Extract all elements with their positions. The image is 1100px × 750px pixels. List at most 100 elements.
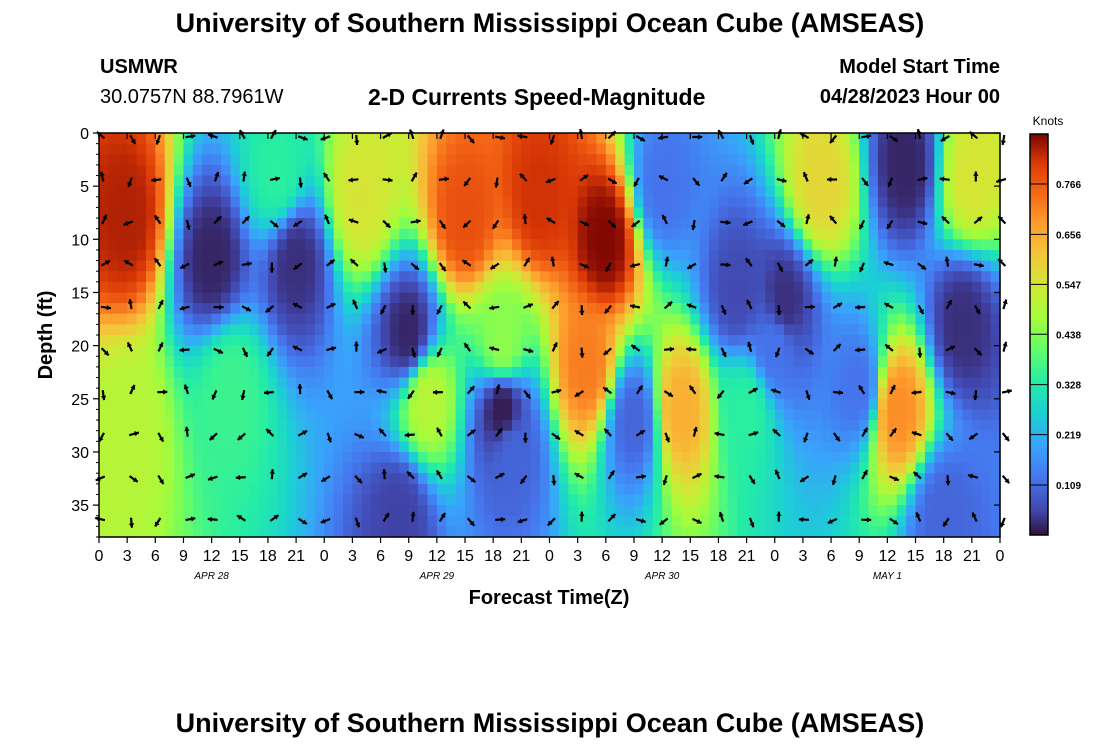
current-arrow [517, 518, 528, 524]
heat-cell [784, 133, 795, 145]
heat-cell [502, 281, 513, 294]
current-arrow [269, 262, 275, 273]
heat-cell [755, 526, 766, 538]
heat-cell [211, 388, 222, 400]
current-arrow [635, 135, 646, 142]
x-tick-label: 12 [203, 548, 221, 565]
current-arrow [491, 219, 500, 230]
heat-cell [305, 515, 316, 527]
heat-cell [568, 196, 579, 209]
heat-cell [633, 228, 644, 240]
heat-cell [971, 186, 982, 198]
heat-cell [277, 515, 288, 527]
heat-cell [755, 398, 766, 411]
heat-cell [934, 133, 945, 145]
heat-cell [314, 388, 325, 400]
heat-cell [408, 409, 419, 421]
heat-cell [924, 388, 935, 400]
heat-cell [849, 377, 860, 389]
heat-cell [802, 239, 813, 251]
current-arrow [912, 471, 922, 480]
heat-cell [953, 366, 964, 379]
heat-cell [718, 313, 729, 325]
heat-cell [361, 462, 372, 474]
heat-cell [962, 324, 973, 336]
heat-cell [108, 515, 119, 527]
current-arrow [269, 514, 280, 522]
heat-cell [849, 483, 860, 496]
current-arrow [945, 299, 953, 310]
heat-cell [577, 366, 588, 379]
heat-cell [558, 154, 569, 166]
heat-cell [305, 154, 316, 166]
heat-cell [399, 515, 410, 527]
current-arrow [742, 220, 753, 227]
heat-cell [99, 324, 109, 336]
heat-cell [943, 324, 954, 336]
current-arrow [574, 472, 584, 480]
heat-cell [455, 133, 466, 145]
heat-cell [981, 345, 992, 357]
current-arrow [129, 134, 137, 145]
heat-cell [136, 462, 147, 474]
heat-cell [211, 526, 222, 538]
heat-cell [662, 207, 673, 219]
heat-cell [408, 451, 419, 464]
heat-cell [633, 483, 644, 496]
heat-cell [943, 303, 954, 315]
heat-cell [183, 324, 194, 336]
heat-cell [155, 494, 166, 506]
current-arrow [129, 384, 136, 395]
heat-cell [493, 271, 504, 283]
heat-cell [183, 335, 194, 347]
heat-cell [511, 313, 522, 325]
heat-cell [389, 483, 400, 496]
heat-cell [502, 366, 513, 379]
heat-cell [239, 249, 250, 262]
heat-cell [568, 228, 579, 240]
heat-cell [643, 505, 654, 517]
heat-cell [699, 345, 710, 357]
heat-cell [802, 462, 813, 474]
heat-cell [709, 324, 720, 336]
heat-cell [821, 175, 832, 187]
heat-cell [587, 164, 598, 177]
heat-cell [333, 239, 344, 251]
heat-cell [981, 377, 992, 389]
heat-cell [399, 377, 410, 389]
heat-cell [615, 441, 626, 453]
heat-cell [746, 526, 757, 538]
heat-cell [474, 292, 485, 304]
heat-cell [117, 196, 128, 209]
heat-cell [831, 366, 842, 379]
heat-cell [314, 292, 325, 304]
heat-cell [511, 154, 522, 166]
heat-cell [868, 271, 879, 283]
heat-cell [249, 451, 260, 464]
heat-cell [699, 526, 710, 538]
heat-cell [258, 366, 269, 379]
heat-cell [314, 324, 325, 336]
heat-cell [164, 271, 175, 283]
heat-cell [540, 218, 551, 230]
current-arrow [748, 517, 755, 528]
heat-cell [549, 207, 560, 219]
heat-cell [446, 398, 457, 411]
heat-cell [962, 281, 973, 294]
heat-cell [831, 515, 842, 527]
heat-cell [840, 303, 851, 315]
heat-cell [793, 494, 804, 506]
heat-cell [596, 462, 607, 474]
heat-cell [915, 462, 926, 474]
current-arrow [579, 511, 585, 522]
heat-cell [286, 441, 297, 453]
heat-cell [380, 281, 391, 294]
heat-cell [877, 196, 888, 209]
heat-cell [821, 366, 832, 379]
heat-cell [896, 398, 907, 411]
heat-cell [296, 228, 307, 240]
current-arrow [945, 345, 956, 352]
heat-cell [953, 462, 964, 474]
heat-cell [896, 324, 907, 336]
heat-cell [924, 409, 935, 421]
